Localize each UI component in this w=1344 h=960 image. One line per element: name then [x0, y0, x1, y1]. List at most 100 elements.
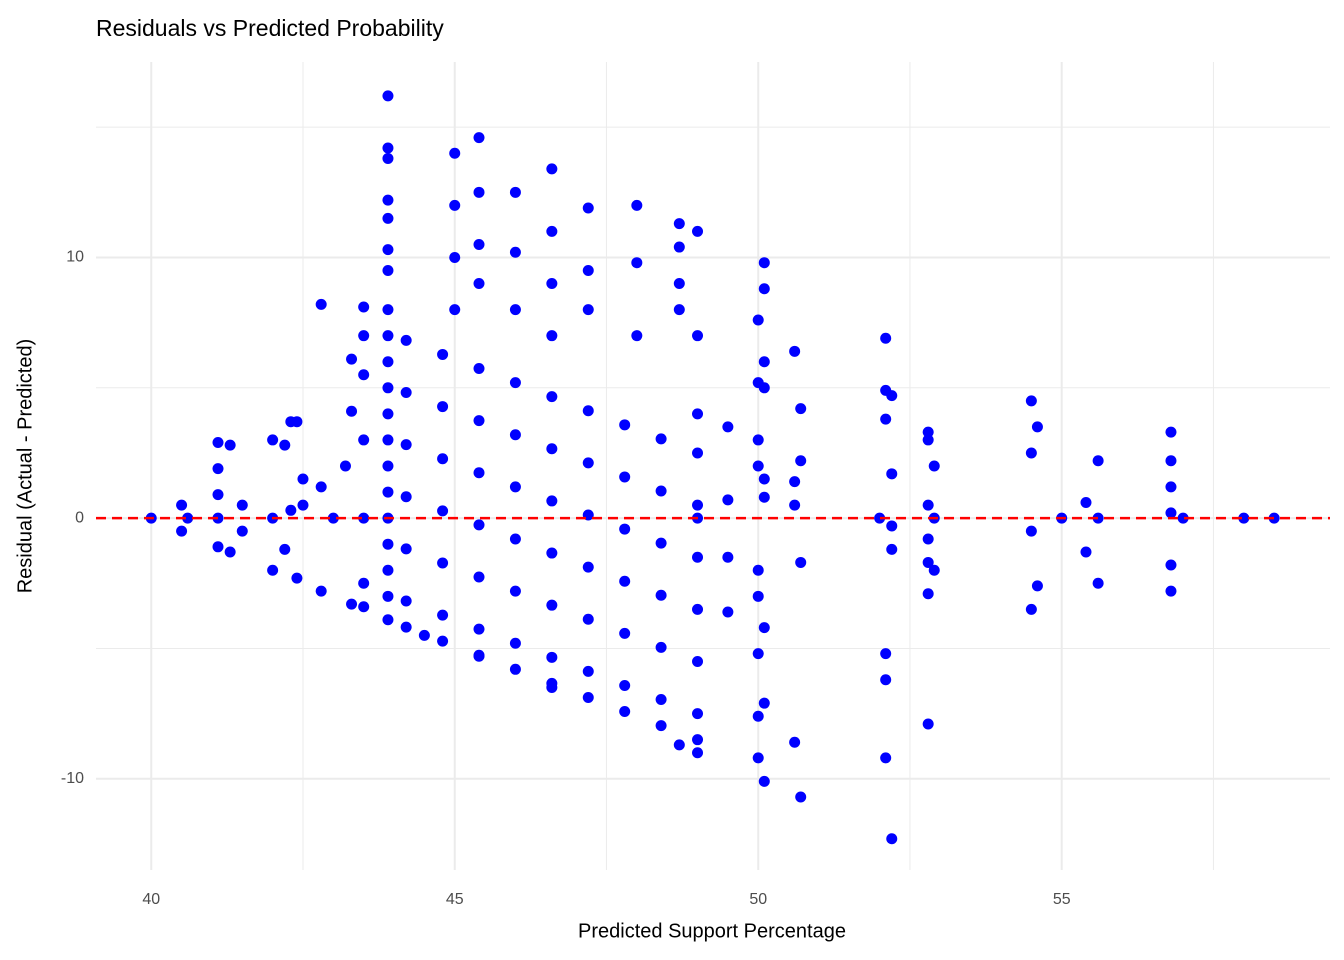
x-tick-label: 40	[142, 891, 160, 908]
point	[546, 391, 558, 403]
point	[655, 537, 667, 549]
point	[1080, 546, 1092, 558]
point	[722, 421, 734, 433]
point	[546, 547, 558, 559]
point	[382, 356, 394, 368]
point	[692, 551, 704, 563]
point	[346, 353, 358, 365]
point	[315, 298, 327, 310]
point	[673, 739, 685, 751]
point	[382, 212, 394, 224]
point	[509, 481, 521, 493]
point	[449, 147, 461, 159]
point	[546, 163, 558, 175]
point	[400, 621, 412, 633]
point	[758, 356, 770, 368]
point	[236, 499, 248, 511]
point	[752, 434, 764, 446]
point	[291, 416, 303, 428]
point	[692, 447, 704, 459]
point	[546, 599, 558, 611]
point	[546, 682, 558, 694]
point	[886, 543, 898, 555]
point	[1165, 559, 1177, 571]
point	[582, 265, 594, 277]
point	[758, 491, 770, 503]
point	[922, 556, 934, 568]
point	[1031, 580, 1043, 592]
point	[880, 752, 892, 764]
point	[752, 564, 764, 576]
point	[752, 648, 764, 660]
point	[752, 590, 764, 602]
point	[224, 439, 236, 451]
point	[437, 401, 449, 413]
point	[449, 251, 461, 263]
point	[291, 572, 303, 584]
point	[212, 463, 224, 475]
point	[795, 455, 807, 467]
y-tick-label: -10	[61, 770, 84, 787]
point	[437, 453, 449, 465]
point	[297, 499, 309, 511]
point	[509, 637, 521, 649]
point	[1165, 481, 1177, 493]
point	[358, 512, 370, 524]
point	[400, 334, 412, 346]
point	[382, 460, 394, 472]
point	[758, 697, 770, 709]
point	[473, 278, 485, 290]
point	[346, 598, 358, 610]
point	[880, 648, 892, 660]
point	[619, 706, 631, 718]
point	[619, 471, 631, 483]
point	[236, 525, 248, 537]
point	[509, 533, 521, 545]
point	[1165, 455, 1177, 467]
point	[1092, 455, 1104, 467]
point	[758, 257, 770, 269]
point	[473, 363, 485, 375]
point	[358, 577, 370, 589]
point	[224, 546, 236, 558]
point	[582, 691, 594, 703]
point	[758, 283, 770, 295]
point	[473, 238, 485, 250]
point	[1238, 512, 1250, 524]
point	[758, 382, 770, 394]
point	[886, 520, 898, 532]
x-axis-label: Predicted Support Percentage	[578, 920, 846, 942]
point	[1080, 496, 1092, 508]
point	[382, 194, 394, 206]
point	[509, 585, 521, 597]
point	[418, 629, 430, 641]
point	[358, 301, 370, 313]
point	[176, 499, 188, 511]
point	[619, 627, 631, 639]
point	[382, 244, 394, 256]
point	[212, 512, 224, 524]
point	[212, 437, 224, 449]
point	[619, 575, 631, 587]
point	[758, 775, 770, 787]
point	[752, 460, 764, 472]
point	[631, 199, 643, 211]
point	[789, 476, 801, 488]
point	[1025, 395, 1037, 407]
point	[279, 543, 291, 555]
point	[546, 225, 558, 237]
point	[346, 405, 358, 417]
point	[692, 603, 704, 615]
x-tick-label: 45	[446, 891, 464, 908]
point	[922, 434, 934, 446]
point	[758, 473, 770, 485]
point	[928, 460, 940, 472]
point	[692, 708, 704, 720]
point	[795, 556, 807, 568]
point	[382, 408, 394, 420]
point	[582, 665, 594, 677]
point	[692, 734, 704, 746]
point	[437, 609, 449, 621]
point	[880, 674, 892, 686]
point	[631, 330, 643, 342]
